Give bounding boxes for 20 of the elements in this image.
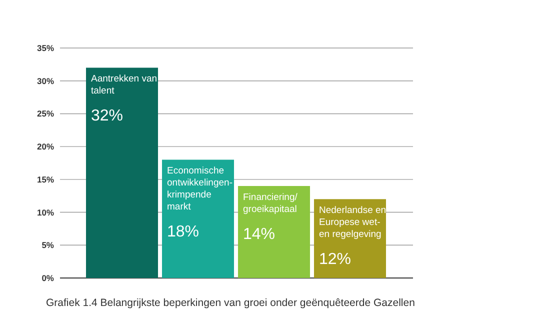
y-tick-label: 5% <box>42 240 54 250</box>
y-tick-label: 0% <box>42 272 54 283</box>
y-tick-label: 10% <box>36 207 54 218</box>
y-tick-label: 35% <box>36 42 54 53</box>
data-label: 32% <box>91 108 124 125</box>
data-label: 12% <box>319 251 352 268</box>
x-tick-label: Aantrekken van talent <box>91 74 158 97</box>
bar <box>238 186 310 278</box>
data-label: 14% <box>243 226 276 243</box>
x-tick-label: Economische ontwikkelingen-krimpende markt <box>167 166 232 213</box>
x-tick-label: Nederlandse en Europese wet- en regelgeving <box>319 205 386 240</box>
y-tick-label: 25% <box>36 108 54 119</box>
y-tick-label: 30% <box>36 76 54 86</box>
x-tick-label: Financiering/groeikapitaal <box>243 192 298 215</box>
data-label: 18% <box>167 224 200 241</box>
bar <box>162 160 234 278</box>
text: Grafiek 1.4 Belangrijkste beperkingen van groei onder geënquêteerde Gazellen <box>46 297 416 309</box>
bar <box>86 68 158 278</box>
y-tick-label: 15% <box>36 174 54 184</box>
y-tick-label: 20% <box>36 142 54 152</box>
